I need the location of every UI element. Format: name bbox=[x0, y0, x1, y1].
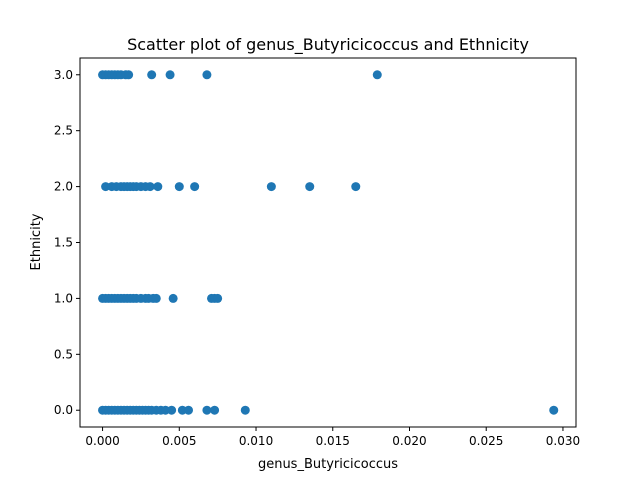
data-point bbox=[202, 405, 212, 415]
data-point bbox=[190, 182, 200, 192]
y-axis-ticks: 0.0 0.5 1.0 1.5 2.0 2.5 3.0 bbox=[54, 68, 80, 417]
y-tick-label: 1.0 bbox=[54, 291, 73, 305]
data-point bbox=[210, 405, 220, 415]
x-tick-label: 0.005 bbox=[162, 434, 196, 448]
x-tick-label: 0.025 bbox=[469, 434, 503, 448]
x-axis-label: genus_Butyricicoccus bbox=[258, 457, 398, 472]
data-point bbox=[213, 293, 223, 303]
data-point bbox=[184, 405, 193, 415]
data-points bbox=[98, 70, 559, 415]
y-tick-label: 2.5 bbox=[54, 124, 73, 138]
x-tick-label: 0.020 bbox=[392, 434, 426, 448]
data-point bbox=[266, 182, 276, 192]
y-tick-label: 0.0 bbox=[54, 403, 73, 417]
y-tick-label: 1.5 bbox=[54, 236, 73, 250]
x-tick-label: 0.030 bbox=[546, 434, 580, 448]
x-axis-ticks: 0.000 0.005 0.010 0.015 0.020 0.025 0.030 bbox=[85, 427, 580, 448]
y-tick-label: 3.0 bbox=[54, 68, 73, 82]
data-point bbox=[147, 70, 157, 80]
data-point bbox=[174, 182, 184, 192]
chart-title: Scatter plot of genus_Butyricicoccus and… bbox=[127, 35, 529, 55]
data-point bbox=[151, 293, 161, 303]
data-point bbox=[124, 70, 134, 80]
y-tick-label: 0.5 bbox=[54, 347, 73, 361]
y-tick-label: 2.0 bbox=[54, 180, 73, 194]
data-point bbox=[240, 405, 250, 415]
data-point bbox=[153, 182, 163, 192]
data-point bbox=[372, 70, 382, 80]
y-axis-label: Ethnicity bbox=[29, 213, 44, 270]
x-tick-label: 0.000 bbox=[85, 434, 119, 448]
data-point bbox=[305, 182, 315, 192]
x-tick-label: 0.015 bbox=[316, 434, 350, 448]
data-point bbox=[351, 182, 361, 192]
data-point bbox=[145, 182, 155, 192]
data-point bbox=[167, 405, 177, 415]
data-point bbox=[165, 70, 175, 80]
data-point bbox=[202, 70, 212, 80]
data-point bbox=[168, 293, 178, 303]
data-point bbox=[549, 405, 559, 415]
x-tick-label: 0.010 bbox=[239, 434, 273, 448]
